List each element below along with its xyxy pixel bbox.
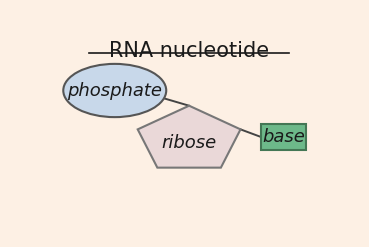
Text: RNA nucleotide: RNA nucleotide (109, 41, 269, 61)
Text: phosphate: phosphate (67, 82, 162, 100)
Text: ribose: ribose (162, 134, 217, 152)
Text: base: base (262, 128, 305, 146)
Ellipse shape (63, 64, 166, 117)
FancyBboxPatch shape (261, 124, 306, 150)
Polygon shape (138, 106, 241, 168)
